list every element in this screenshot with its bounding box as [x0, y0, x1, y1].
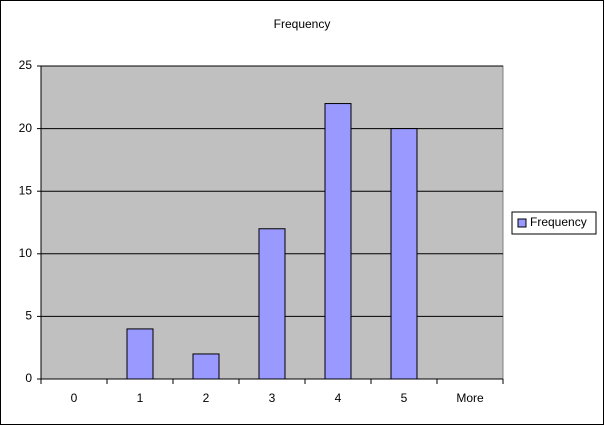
bar	[390, 128, 418, 380]
x-tick-label: 1	[137, 391, 144, 405]
y-tick-label: 25	[19, 58, 33, 72]
x-tick-label: 3	[269, 391, 276, 405]
legend-swatch	[517, 218, 527, 228]
x-tick-label: 0	[71, 391, 78, 405]
bar	[192, 353, 220, 380]
x-tick-label: 2	[203, 391, 210, 405]
bar	[126, 328, 154, 380]
x-tick-label: More	[456, 391, 484, 405]
legend-label: Frequency	[530, 215, 587, 229]
y-tick-label: 20	[19, 121, 33, 135]
bar	[324, 103, 352, 380]
y-tick-label: 10	[19, 246, 33, 260]
chart-title: Frequency	[274, 17, 331, 31]
x-tick-label: 5	[401, 391, 408, 405]
bar	[258, 228, 286, 380]
y-tick-label: 0	[25, 371, 32, 385]
y-tick-label: 5	[25, 309, 32, 323]
x-tick-label: 4	[335, 391, 342, 405]
legend-box	[511, 211, 597, 235]
y-tick-label: 15	[19, 183, 33, 197]
